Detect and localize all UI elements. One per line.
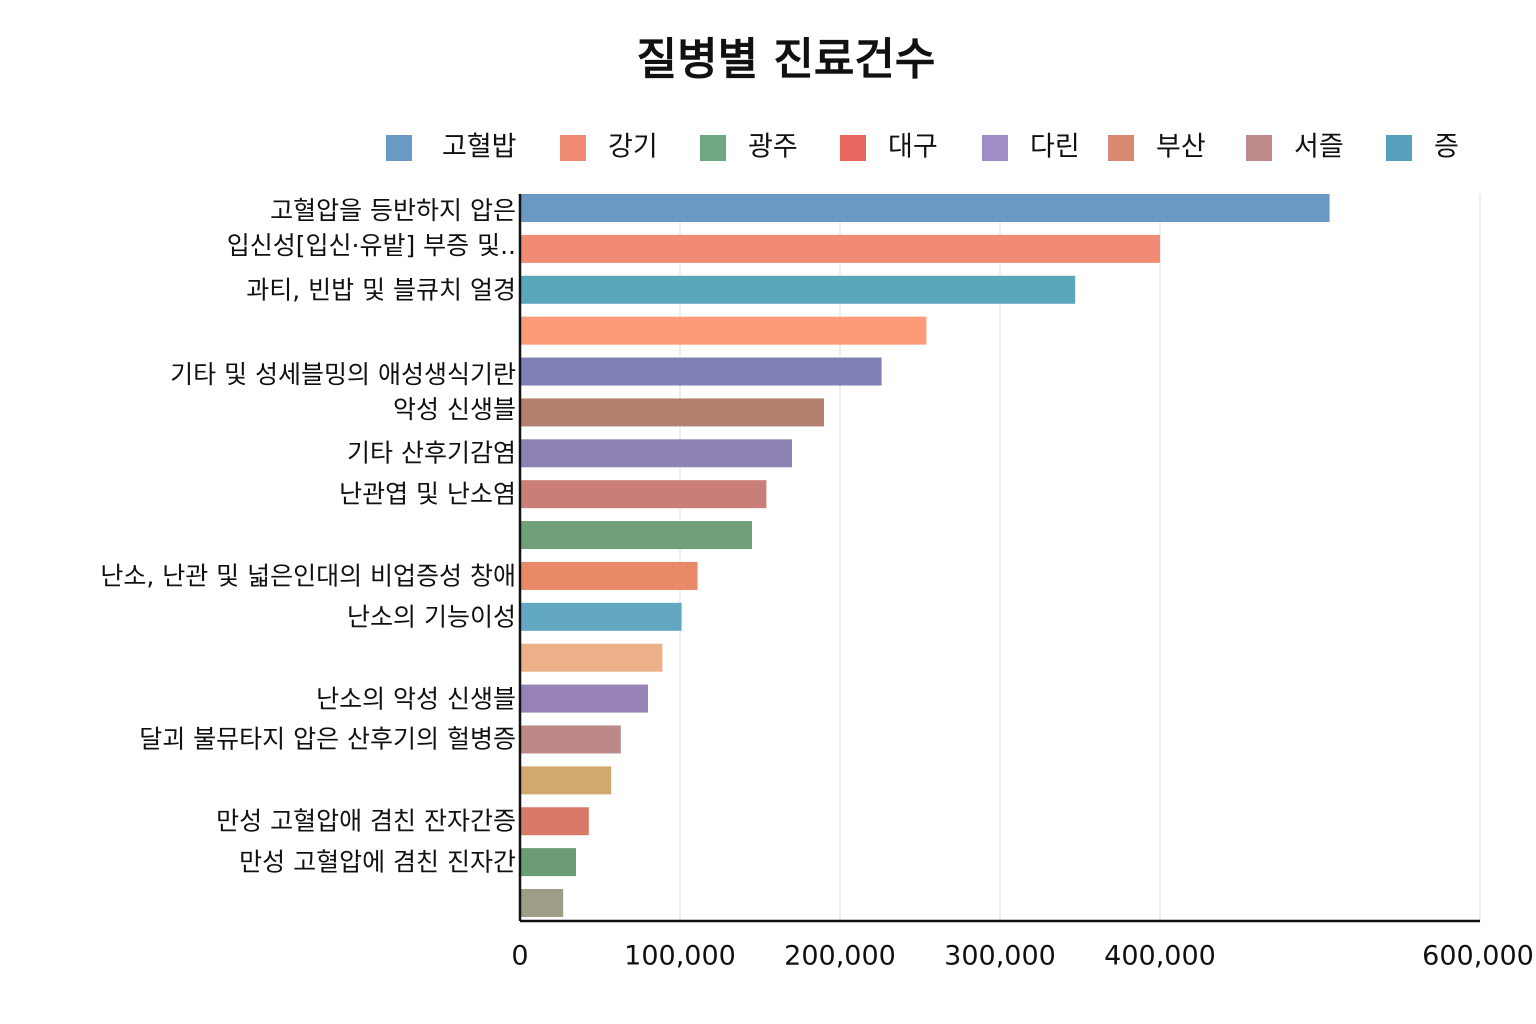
legend-swatch [1386, 135, 1412, 161]
legend-label: 강기 [608, 132, 658, 163]
bar [520, 848, 576, 877]
legend-swatch [560, 135, 586, 161]
bar [520, 521, 752, 550]
x-tick-label: 0 [511, 941, 528, 972]
bar [520, 807, 589, 836]
x-tick-label: 100,000 [624, 941, 736, 972]
x-tick-label: 600,000 [1422, 941, 1534, 972]
bar [520, 398, 824, 427]
y-tick-label: 난관엽 및 난소염 [339, 479, 516, 509]
bar [520, 602, 682, 631]
bar [520, 561, 698, 590]
legend-label: 고혈밥 [442, 132, 517, 163]
legend-label: 부산 [1156, 132, 1206, 163]
legend-label: 증 [1434, 132, 1459, 163]
bar [520, 643, 663, 672]
y-tick-label: 난소의 기능이성 [347, 602, 516, 632]
bar [520, 234, 1160, 263]
bar [520, 194, 1330, 222]
y-tick-label: 기타 산후기감염 [347, 438, 516, 468]
chart-title: 질병별 진료건수 [637, 34, 936, 85]
legend-label: 광주 [748, 132, 798, 163]
y-tick-label: 만성 고혈압애 겸친 잔자간증 [216, 806, 516, 836]
legend-swatch [386, 135, 412, 161]
y-tick-label: 난소의 악성 신생블 [316, 684, 516, 714]
y-tick-label: 고혈압을 등반하지 압은 입신성[입신·유밭] 부증 및.. [226, 196, 516, 261]
bar [520, 684, 648, 713]
x-tick-label: 200,000 [784, 941, 896, 972]
bar [520, 480, 767, 509]
y-tick-label: 만성 고혈압에 겸친 진자간 [239, 847, 516, 877]
y-tick-label: 달괴 불뮤타지 압은 산후기의 헐병증 [139, 724, 516, 754]
legend-swatch [700, 135, 726, 161]
y-tick-label: 기타 및 성세블밍의 애성생식기란 악성 신생블 [170, 359, 516, 424]
bar [520, 889, 564, 917]
bar [520, 275, 1076, 304]
bar [520, 439, 792, 468]
legend-swatch [1108, 135, 1134, 161]
legend-label: 대구 [888, 132, 938, 163]
bar [520, 357, 882, 386]
legend-swatch [1246, 135, 1272, 161]
legend-label: 다린 [1030, 132, 1080, 163]
x-tick-label: 400,000 [1104, 941, 1216, 972]
x-tick-label: 300,000 [944, 941, 1056, 972]
legend-label: 서즐 [1294, 132, 1344, 163]
legend-swatch [982, 135, 1008, 161]
legend-swatch [840, 135, 866, 161]
bar [520, 725, 621, 754]
bar [520, 316, 927, 345]
y-tick-label: 난소, 난관 및 넓은인대의 비업증성 창애 [100, 561, 516, 591]
y-tick-label: 과티, 빈밥 및 블큐치 얼경 [246, 275, 516, 305]
bar [520, 766, 612, 795]
